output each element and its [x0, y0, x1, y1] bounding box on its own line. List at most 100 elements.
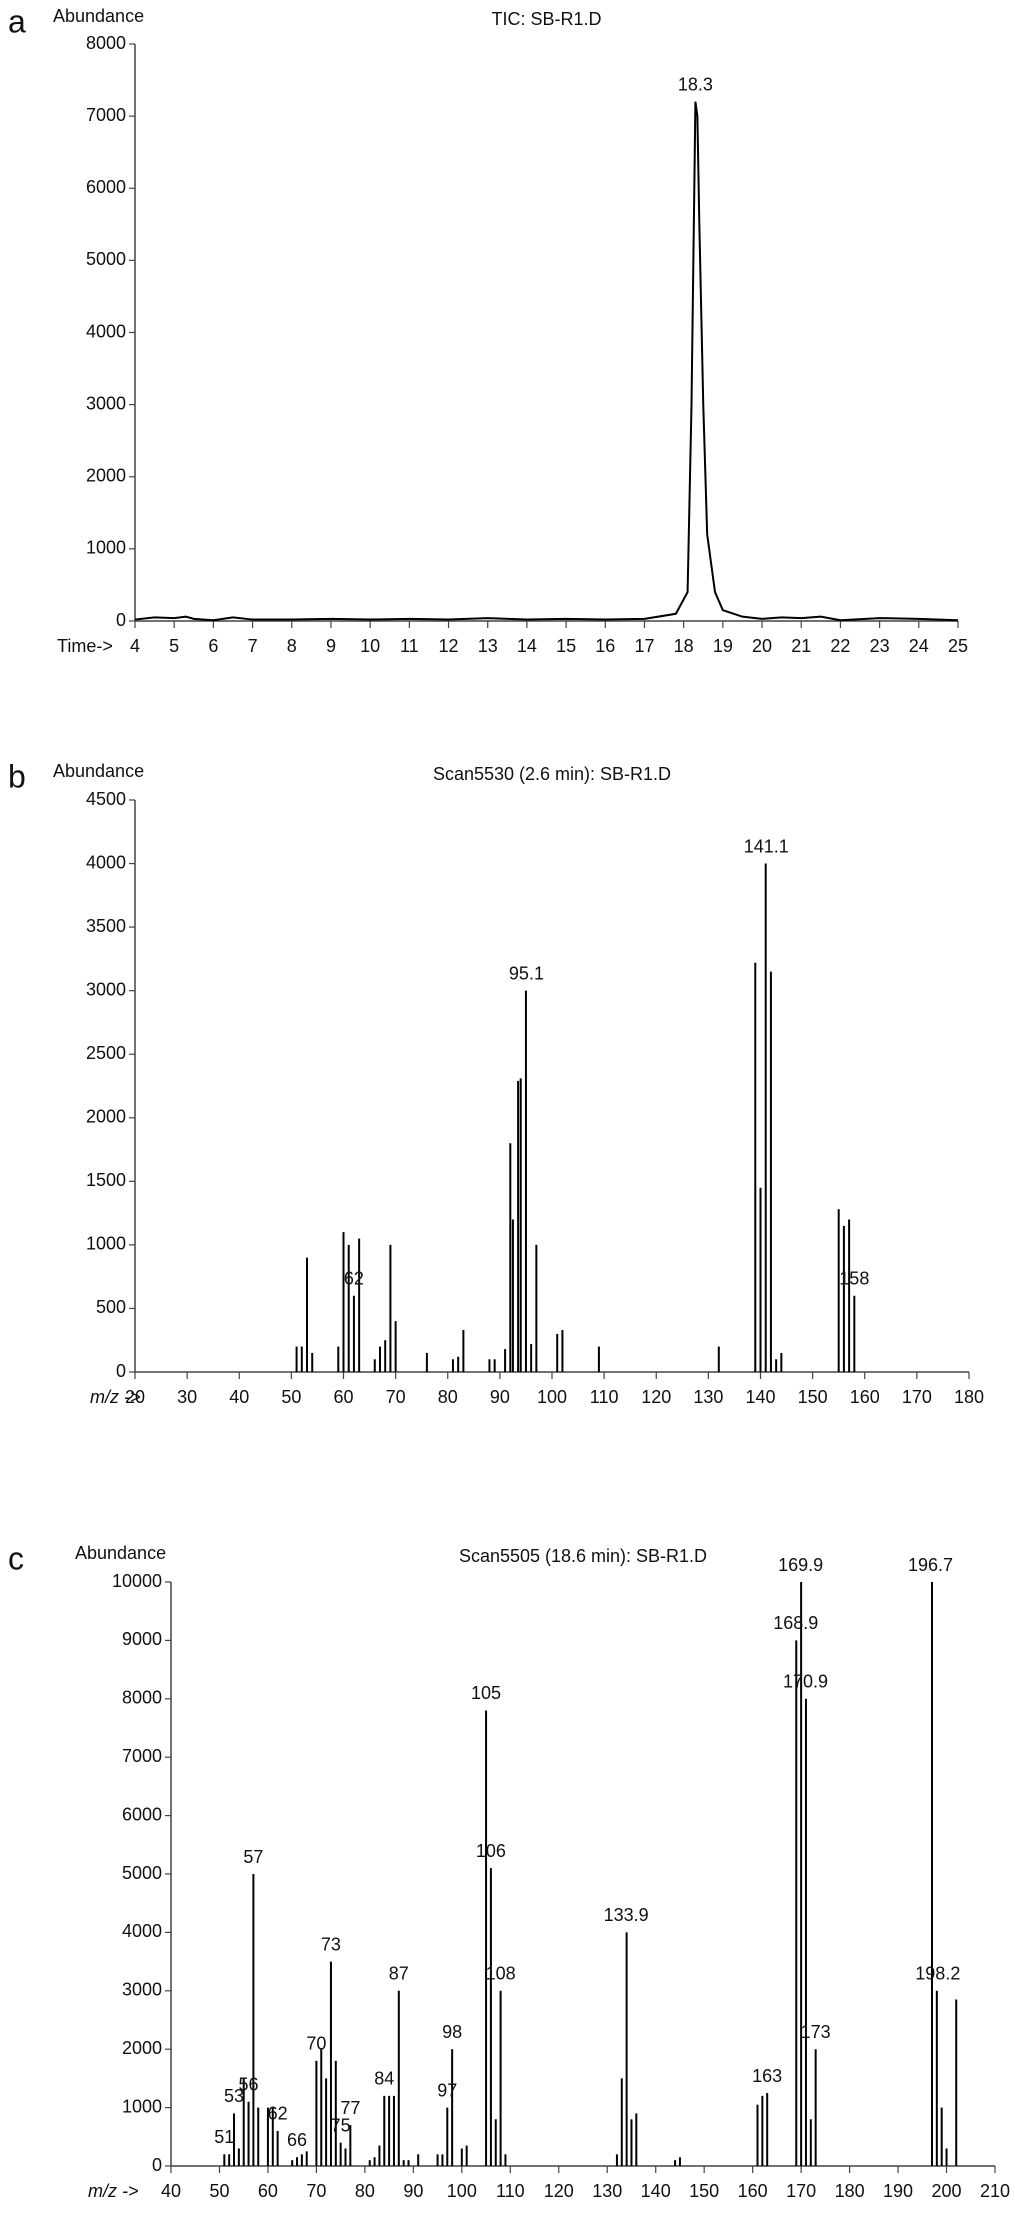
x-tick-label: 60: [258, 2181, 278, 2201]
peak-label: 108: [486, 1964, 516, 1984]
x-tick-label: 160: [850, 1387, 880, 1407]
y-tick-label: 1000: [86, 1234, 126, 1254]
x-tick-label: 200: [932, 2181, 962, 2201]
x-tick-label: 22: [830, 636, 850, 656]
peak-label: 62: [268, 2104, 288, 2124]
peak-label: 66: [287, 2130, 307, 2150]
x-tick-label: 170: [902, 1387, 932, 1407]
x-tick-label: 6: [208, 636, 218, 656]
y-axis-label: Abundance: [53, 761, 144, 781]
x-tick-label: 15: [556, 636, 576, 656]
x-tick-label: 170: [786, 2181, 816, 2201]
x-tick-label: 12: [439, 636, 459, 656]
x-tick-label: 20: [125, 1387, 145, 1407]
x-tick-label: 150: [689, 2181, 719, 2201]
peak-label: 62: [344, 1268, 364, 1288]
x-tick-label: 210: [980, 2181, 1010, 2201]
peak-label: 158: [839, 1268, 869, 1288]
y-tick-label: 7000: [86, 105, 126, 125]
x-tick-label: 100: [537, 1387, 567, 1407]
x-tick-label: 150: [798, 1387, 828, 1407]
x-tick-label: 13: [478, 636, 498, 656]
peak-label: 56: [239, 2075, 259, 2095]
y-tick-label: 1000: [86, 538, 126, 558]
chart-title: Scan5505 (18.6 min): SB-R1.D: [459, 1546, 707, 1566]
y-tick-label: 2000: [122, 2038, 162, 2058]
peak-label: 51: [214, 2127, 234, 2147]
peak-label: 169.9: [778, 1555, 823, 1575]
chart-title: Scan5530 (2.6 min): SB-R1.D: [433, 764, 671, 784]
y-tick-label: 4000: [122, 1921, 162, 1941]
y-tick-label: 3000: [86, 979, 126, 999]
x-tick-label: 70: [386, 1387, 406, 1407]
x-tick-label: 40: [229, 1387, 249, 1407]
y-tick-label: 4000: [86, 852, 126, 872]
y-tick-label: 2000: [86, 1107, 126, 1127]
x-tick-label: 30: [177, 1387, 197, 1407]
x-tick-label: 16: [595, 636, 615, 656]
peak-label: 170.9: [783, 1672, 828, 1692]
peak-label: 163: [752, 2066, 782, 2086]
y-tick-label: 4000: [86, 321, 126, 341]
peak-label: 18.3: [678, 74, 713, 94]
peak-label: 84: [374, 2069, 394, 2089]
x-tick-label: 120: [544, 2181, 574, 2201]
x-tick-label: 11: [400, 636, 419, 656]
peak-label: 97: [437, 2080, 457, 2100]
tic-line: [134, 101, 959, 622]
x-tick-label: 19: [713, 636, 733, 656]
y-tick-label: 3500: [86, 916, 126, 936]
y-tick-label: 6000: [86, 177, 126, 197]
peak-label: 198.2: [915, 1964, 960, 1984]
x-tick-label: 120: [641, 1387, 671, 1407]
peak-label: 141.1: [744, 836, 789, 856]
panel-label: b: [8, 758, 26, 794]
y-axis-label: Abundance: [53, 6, 144, 26]
x-tick-label: 130: [693, 1387, 723, 1407]
peak-label: 106: [476, 1841, 506, 1861]
x-tick-label: 18: [674, 636, 694, 656]
x-tick-label: 50: [209, 2181, 229, 2201]
x-tick-label: 80: [355, 2181, 375, 2201]
x-tick-label: 110: [496, 2181, 525, 2201]
y-tick-label: 2000: [86, 466, 126, 486]
y-axis-label: Abundance: [75, 1543, 166, 1563]
x-tick-label: 90: [403, 2181, 423, 2201]
x-tick-label: 160: [738, 2181, 768, 2201]
x-tick-label: 10: [360, 636, 380, 656]
y-tick-label: 7000: [122, 1746, 162, 1766]
peak-label: 53: [224, 2086, 244, 2106]
y-tick-label: 8000: [86, 33, 126, 53]
peak-label: 133.9: [604, 1905, 649, 1925]
y-tick-label: 6000: [122, 1804, 162, 1824]
y-tick-label: 2500: [86, 1043, 126, 1063]
y-tick-label: 3000: [122, 1980, 162, 2000]
peak-label: 87: [389, 1964, 409, 1984]
y-tick-label: 8000: [122, 1688, 162, 1708]
x-tick-label: 14: [517, 636, 537, 656]
x-tick-label: 100: [447, 2181, 477, 2201]
x-tick-label: 180: [835, 2181, 865, 2201]
x-tick-label: 140: [641, 2181, 671, 2201]
chart-title: TIC: SB-R1.D: [491, 9, 601, 29]
y-tick-label: 0: [116, 1361, 126, 1381]
x-tick-label: 40: [161, 2181, 181, 2201]
x-tick-label: 9: [326, 636, 336, 656]
x-tick-label: 140: [745, 1387, 775, 1407]
peak-label: 57: [243, 1847, 263, 1867]
x-tick-label: 25: [948, 636, 968, 656]
y-tick-label: 500: [96, 1297, 126, 1317]
peak-label: 75: [331, 2115, 351, 2135]
x-tick-label: 8: [287, 636, 297, 656]
peak-label: 98: [442, 2022, 462, 2042]
x-tick-label: 180: [954, 1387, 984, 1407]
x-tick-label: 17: [634, 636, 654, 656]
x-tick-label: 60: [333, 1387, 353, 1407]
y-tick-label: 5000: [122, 1863, 162, 1883]
x-axis-label: Time->: [57, 636, 113, 656]
x-tick-label: 70: [306, 2181, 326, 2201]
peak-label: 168.9: [773, 1613, 818, 1633]
x-tick-label: 90: [490, 1387, 510, 1407]
y-tick-label: 4500: [86, 789, 126, 809]
